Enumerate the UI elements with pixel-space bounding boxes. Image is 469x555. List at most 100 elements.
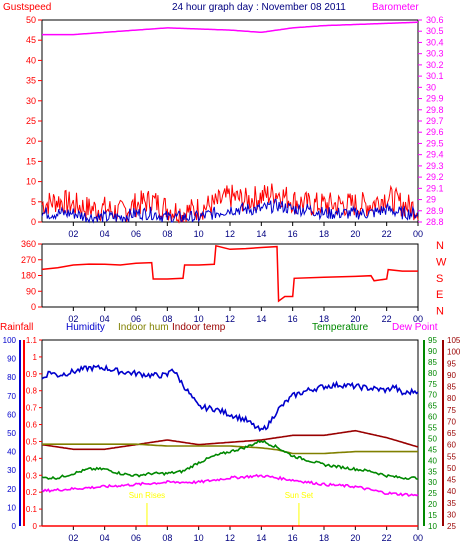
baro-tick-label: 30.4 [426, 37, 444, 47]
humidity-tick-label: 30 [7, 466, 16, 475]
temperature-tick-label: 95 [428, 336, 437, 345]
x-tick-label-2: 14 [256, 314, 266, 324]
panel3-frame [41, 339, 419, 527]
temperature-tick-label: 25 [428, 489, 437, 498]
rainfall-tick-label: 0.7 [26, 404, 38, 413]
baro-tick-label: 29.8 [426, 105, 444, 115]
gust-tick-label: 35 [26, 76, 36, 86]
gust-tick-label: 0 [31, 217, 36, 227]
x-tick-label-1: 00 [413, 229, 423, 239]
baro-tick-label: 29.2 [426, 172, 444, 182]
compass-label: N [436, 240, 444, 252]
gust-tick-label: 45 [26, 35, 36, 45]
x-tick-label-1: 14 [256, 229, 266, 239]
chart-title: 24 hour graph day : November 08 2011 [172, 2, 346, 13]
x-tick-label-2: 16 [288, 314, 298, 324]
barometer-line [42, 21, 419, 36]
humidity-tick-label: 10 [7, 503, 16, 512]
indoor-temp-tick-label: 25 [447, 522, 456, 531]
x-tick-label-1: 16 [288, 229, 298, 239]
baro-tick-label: 29.3 [426, 161, 444, 171]
indoor-hum-legend: Indoor hum [118, 322, 169, 333]
barometer-axis-title: Barometer [372, 2, 419, 13]
temperature-tick-label: 15 [428, 511, 437, 520]
x-tick-label-3: 10 [194, 533, 204, 543]
indoor-temp-line [41, 429, 419, 451]
humidity-tick-label: 70 [7, 392, 16, 401]
humidity-tick-label: 0 [12, 522, 17, 531]
winddir-tick-label: 360 [21, 239, 36, 249]
temperature-tick-label: 45 [428, 445, 437, 454]
rainfall-legend: Rainfall [0, 322, 33, 333]
winddir-tick-label: 0 [31, 302, 36, 312]
x-tick-label-2: 22 [382, 314, 392, 324]
x-tick-label-1: 02 [68, 229, 78, 239]
sun-label: Sun Set [285, 491, 314, 500]
x-tick-label-2: 06 [131, 314, 141, 324]
indoor-temp-tick-label: 90 [447, 371, 456, 380]
x-tick-label-1: 10 [194, 229, 204, 239]
compass-label: S [436, 273, 443, 285]
x-tick-label-2: 08 [162, 314, 172, 324]
rainfall-tick-label: 0.1 [26, 505, 38, 514]
gust-tick-label: 25 [26, 116, 36, 126]
temperature-tick-label: 85 [428, 358, 437, 367]
indoor-temp-tick-label: 95 [447, 359, 456, 368]
x-tick-label-3: 12 [225, 533, 235, 543]
x-tick-label-1: 06 [131, 229, 141, 239]
compass-label: N [436, 306, 444, 318]
gust-tick-label: 10 [26, 177, 36, 187]
x-tick-label-3: 16 [288, 533, 298, 543]
humidity-legend: Humidity [66, 322, 105, 333]
x-tick-label-2: 04 [100, 314, 110, 324]
indoor-temp-tick-label: 55 [447, 452, 456, 461]
temperature-tick-label: 30 [428, 478, 437, 487]
humidity-tick-label: 100 [3, 336, 17, 345]
x-tick-label-2: 12 [225, 314, 235, 324]
x-tick-label-2: 18 [319, 314, 329, 324]
indoor-temp-tick-label: 100 [447, 348, 461, 357]
humidity-tick-label: 50 [7, 429, 16, 438]
compass-label: W [436, 256, 447, 268]
baro-tick-label: 29.7 [426, 116, 444, 126]
gust-tick-label: 15 [26, 156, 36, 166]
winddir-tick-label: 270 [21, 255, 36, 265]
x-tick-label-3: 20 [350, 533, 360, 543]
baro-tick-label: 29.6 [426, 127, 444, 137]
baro-tick-label: 30.3 [426, 49, 444, 59]
dew-point-line [41, 473, 419, 497]
rainfall-tick-label: 0.9 [26, 370, 38, 379]
x-tick-label-3: 02 [68, 533, 78, 543]
temperature-tick-label: 70 [428, 391, 437, 400]
temperature-tick-label: 55 [428, 424, 437, 433]
x-tick-label-3: 06 [131, 533, 141, 543]
x-tick-label-3: 04 [100, 533, 110, 543]
indoor-temp-tick-label: 30 [447, 510, 456, 519]
sun-label: Sun Rises [129, 491, 165, 500]
indoor-hum-line [42, 443, 418, 455]
x-tick-label-2: 02 [68, 314, 78, 324]
rainfall-tick-label: 0.3 [26, 471, 38, 480]
gustspeed-line [41, 183, 419, 224]
x-tick-label-2: 20 [350, 314, 360, 324]
x-tick-label-3: 14 [256, 533, 266, 543]
baro-tick-label: 29.9 [426, 94, 444, 104]
temperature-tick-label: 20 [428, 500, 437, 509]
indoor-temp-tick-label: 105 [447, 336, 461, 345]
baro-tick-label: 28.8 [426, 217, 444, 227]
winddir-tick-label: 180 [21, 271, 36, 281]
indoor-temp-legend: Indoor temp [172, 322, 226, 333]
gust-tick-label: 30 [26, 96, 36, 106]
x-tick-label-3: 00 [413, 533, 423, 543]
indoor-temp-tick-label: 65 [447, 429, 456, 438]
temperature-tick-label: 65 [428, 402, 437, 411]
x-tick-label-3: 18 [319, 533, 329, 543]
indoor-temp-tick-label: 50 [447, 464, 456, 473]
gust-tick-label: 40 [26, 55, 36, 65]
humidity-line [41, 364, 419, 432]
rainfall-tick-label: 0 [33, 522, 38, 531]
rainfall-tick-label: 1 [33, 353, 38, 362]
baro-tick-label: 30.5 [426, 26, 444, 36]
humidity-tick-label: 60 [7, 410, 16, 419]
